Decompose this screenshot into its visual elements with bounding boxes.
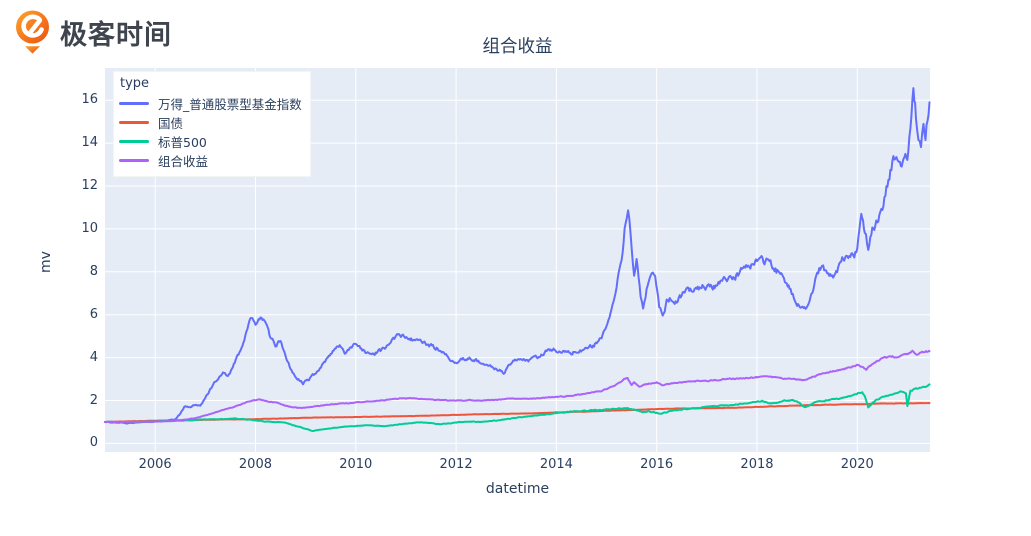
legend-swatch-blue: [119, 102, 149, 105]
brand-logo: 极客时间: [13, 9, 172, 55]
legend-label: 组合收益: [158, 154, 209, 169]
legend-title: type: [120, 76, 150, 91]
legend-item-portfolio-return[interactable]: 组合收益: [119, 151, 302, 170]
series-line-3: [104, 383, 931, 432]
y-tick-label: 6: [89, 306, 98, 322]
y-axis-title: mv: [38, 251, 54, 273]
series-line-1: [104, 87, 931, 425]
chart-title: 组合收益: [482, 37, 553, 57]
y-tick-label: 10: [81, 220, 98, 236]
legend-item-treasury-bond[interactable]: 国债: [119, 113, 302, 132]
series-line-4: [104, 349, 931, 424]
y-tick-label: 0: [89, 435, 98, 451]
x-tick-label: 2012: [439, 457, 473, 472]
legend-item-sp500[interactable]: 标普500: [119, 132, 302, 151]
y-tick-label: 16: [81, 92, 98, 108]
legend-label: 万得_普通股票型基金指数: [158, 97, 302, 112]
y-tick-label: 12: [81, 177, 98, 193]
legend-swatch-red: [119, 121, 149, 124]
y-tick-label: 4: [89, 349, 98, 365]
legend-item-wande-fund-index[interactable]: 万得_普通股票型基金指数: [119, 94, 302, 113]
x-tick-label: 2020: [840, 457, 874, 472]
legend-label: 国债: [158, 116, 184, 131]
x-tick-label: 2018: [740, 457, 774, 472]
x-tick-label: 2014: [539, 457, 573, 472]
y-tick-label: 2: [89, 392, 98, 408]
y-tick-label: 14: [81, 135, 98, 151]
x-tick-label: 2006: [138, 457, 172, 472]
x-tick-label: 2016: [640, 457, 674, 472]
brand-name: 极客时间: [60, 19, 172, 51]
x-axis-title: datetime: [485, 481, 550, 497]
legend: type 万得_普通股票型基金指数 国债 标普500 组合收益: [113, 71, 311, 177]
x-tick-label: 2008: [238, 457, 272, 472]
legend-label: 标普500: [158, 135, 207, 150]
geektime-logo-icon: [16, 10, 49, 54]
legend-swatch-purple: [119, 159, 149, 162]
y-tick-label: 8: [89, 263, 98, 279]
x-tick-label: 2010: [339, 457, 373, 472]
legend-swatch-green: [119, 140, 149, 143]
